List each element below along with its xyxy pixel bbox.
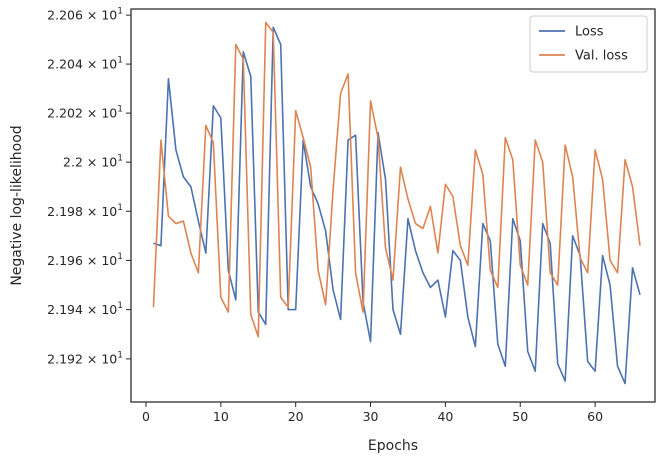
y-axis-label: Negative log-likelihood (9, 125, 25, 285)
y-tick-label: 2.194 × 101 (47, 301, 123, 317)
x-tick-label: 30 (363, 409, 379, 424)
x-tick-label: 0 (142, 409, 150, 424)
legend-box (529, 15, 648, 73)
series-line-1 (153, 26, 641, 385)
x-tick-label: 60 (587, 409, 603, 424)
x-tick-label: 40 (437, 409, 453, 424)
axes: 0 10 20 30 40 50 60 2.192 × 101 2.194 × 101 2.196… (47, 7, 656, 424)
y-tick-label: 2.204 × 101 (47, 56, 123, 72)
x-tick-label: 10 (213, 409, 229, 424)
plot-area (152, 21, 641, 385)
plot-frame (130, 8, 656, 403)
x-axis-label: Epochs (368, 438, 418, 454)
x-tick-label: 50 (512, 409, 528, 424)
y-tick-label: 2.202 × 101 (47, 105, 123, 121)
legend-label-1: Loss (575, 25, 604, 40)
y-tick-label: 2.192 × 101 (47, 350, 123, 366)
legend: Loss Val. loss (529, 15, 648, 73)
x-tick-label: 20 (288, 409, 304, 424)
y-tick-label: 2.196 × 101 (47, 252, 123, 268)
y-tick-label: 2.206 × 101 (47, 7, 123, 23)
series-line-2 (152, 21, 641, 338)
legend-label-2: Val. loss (575, 49, 628, 64)
y-tick-label: 2.2 × 101 (63, 154, 123, 170)
y-tick-label: 2.198 × 101 (47, 203, 123, 219)
